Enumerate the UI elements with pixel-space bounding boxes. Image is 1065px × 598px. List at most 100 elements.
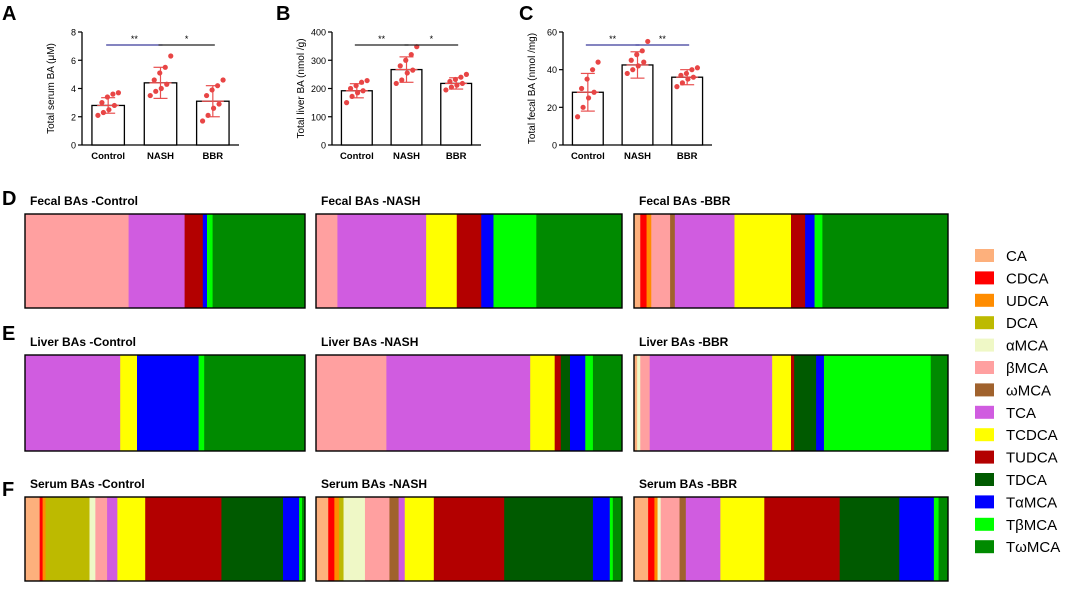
stacked-bar-title: Serum BAs -BBR (639, 477, 737, 491)
data-point (578, 85, 585, 92)
data-point (360, 88, 366, 94)
data-point (393, 80, 399, 87)
data-point (685, 76, 691, 82)
data-point (463, 71, 470, 77)
legend-swatch (975, 361, 994, 374)
y-tick-label: 100 (311, 112, 326, 122)
segment-tcdca (404, 497, 435, 581)
segment-udca (646, 214, 652, 308)
legend-swatch (975, 338, 994, 352)
segment-tαmca (805, 214, 815, 308)
segment-ca (634, 355, 638, 451)
x-tick-label-nash: NASH (393, 151, 420, 162)
segment-ωmca (670, 214, 676, 308)
segment-βmca (651, 214, 671, 308)
segment-βmca (316, 214, 338, 308)
significance-label: ** (131, 34, 139, 44)
segment-cdca (328, 497, 335, 581)
segment-αmca (637, 355, 641, 451)
data-point (364, 77, 370, 84)
legend-swatch (975, 293, 994, 307)
data-point (645, 38, 651, 45)
y-tick-label: 0 (321, 141, 326, 151)
segment-αmca (657, 497, 662, 581)
segment-tωmca (930, 355, 949, 451)
segment-tdca (794, 355, 817, 451)
data-point (210, 105, 217, 111)
data-point (214, 83, 221, 89)
segment-tωmca (212, 214, 306, 308)
legend-label: αMCA (1006, 338, 1048, 355)
segment-tdca (560, 355, 571, 451)
x-tick-label-control: Control (340, 151, 374, 162)
panel-letter-e: E (2, 323, 15, 345)
stacked-bar-frame (24, 496, 306, 582)
segment-tca (107, 497, 118, 581)
segment-dca (338, 497, 344, 581)
panel-letter-b: B (276, 3, 290, 25)
segment-tudca (184, 214, 204, 308)
data-point (679, 80, 686, 86)
data-point (106, 107, 112, 113)
stacked-bar-frame (315, 496, 623, 582)
segment-tβmca (299, 497, 303, 581)
segment-tcdca (426, 214, 458, 308)
segment-ωmca (389, 497, 400, 581)
legend-label: TUDCA (1006, 450, 1058, 467)
segment-ca (634, 497, 649, 581)
data-point (690, 74, 697, 80)
data-point (354, 90, 361, 96)
y-tick-label: 300 (311, 56, 326, 66)
segment-tωmca (204, 355, 306, 451)
data-point (110, 91, 116, 97)
significance-label: * (430, 34, 434, 44)
legend-label: βMCA (1006, 360, 1048, 377)
segment-udca (42, 497, 46, 581)
y-tick-label: 8 (71, 28, 76, 38)
data-point (454, 82, 460, 88)
legend-swatch (975, 428, 994, 442)
segment-tca (674, 214, 735, 308)
segment-tcdca (120, 355, 138, 451)
segment-tβmca (609, 497, 614, 581)
segment-tca (386, 355, 531, 451)
segment-ca (316, 497, 329, 581)
y-tick-label: 0 (71, 141, 76, 151)
y-axis-label: Total fecal BA (nmol /mg) (527, 33, 538, 144)
bar-chart-c: 0 20 40 60 Total fecal BA (nmol /mg) Control N… (527, 28, 712, 162)
bar-bbr (440, 82, 473, 146)
y-tick-label: 60 (547, 28, 557, 38)
stacked-bar-title: Fecal BAs -Control (30, 194, 138, 208)
data-point (115, 90, 122, 96)
segment-tαmca (899, 497, 935, 581)
segment-tdca (221, 497, 284, 581)
stacked-bar-title: Fecal BAs -BBR (639, 194, 731, 208)
bar-control (340, 90, 373, 146)
legend-swatch (975, 316, 994, 330)
data-point (353, 83, 359, 89)
data-point (624, 70, 630, 77)
panel-letter-d: D (2, 188, 16, 210)
data-point (694, 65, 701, 71)
data-point (162, 64, 168, 70)
data-point (111, 102, 118, 109)
segment-tudca (764, 497, 841, 581)
segment-tωmca (612, 497, 623, 581)
segment-ca (25, 497, 41, 581)
segment-ωmca (679, 497, 687, 581)
legend-swatch (975, 517, 994, 531)
legend-label: TβMCA (1006, 517, 1057, 534)
data-point (403, 57, 409, 63)
segment-tudca (791, 214, 806, 308)
y-tick-label: 200 (311, 84, 326, 94)
data-point (151, 77, 157, 83)
segment-udca (334, 497, 340, 581)
data-point (595, 59, 601, 65)
legend-swatch (975, 383, 994, 397)
legend-swatch (975, 450, 994, 464)
segment-βmca (364, 497, 390, 581)
stacked-composition-charts: Fecal BAs -Control Fecal BAs -NASH Fecal B… (24, 194, 949, 582)
legend-label: TCA (1006, 405, 1036, 422)
x-tick-label-control: Control (571, 151, 605, 162)
segment-βmca (640, 355, 651, 451)
